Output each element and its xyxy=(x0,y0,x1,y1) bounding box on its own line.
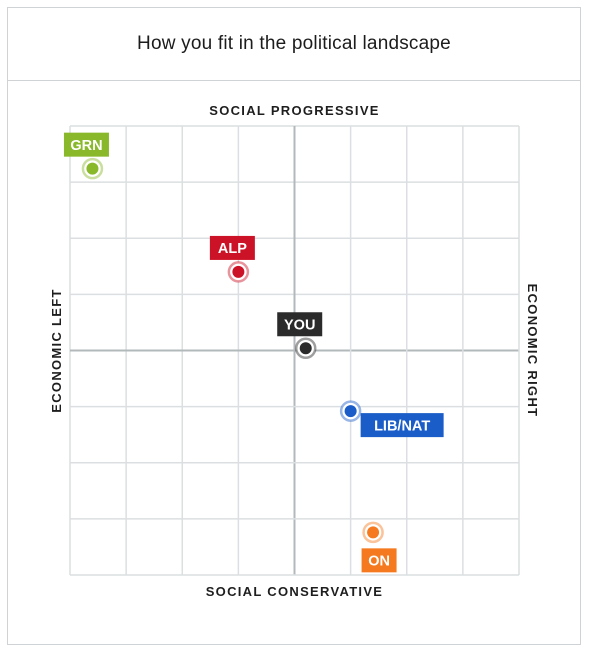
point-label: ON xyxy=(368,554,390,570)
point-lib-nat[interactable]: LIB/NAT xyxy=(339,400,444,438)
points: GRN ALP YOU LIB/NAT ON xyxy=(63,132,444,573)
point-badge xyxy=(360,413,444,438)
axis-label-left: ECONOMIC LEFT xyxy=(49,288,64,413)
point-label: YOU xyxy=(284,317,315,333)
point-badge xyxy=(63,132,109,157)
axis-label-top: SOCIAL PROGRESSIVE xyxy=(209,103,380,118)
point-marker xyxy=(299,342,312,355)
point-marker xyxy=(367,526,380,539)
axis-label-right: ECONOMIC RIGHT xyxy=(525,284,540,418)
point-marker xyxy=(232,265,245,278)
point-marker xyxy=(344,405,357,418)
point-badge xyxy=(361,548,397,573)
grid xyxy=(69,125,520,576)
point-label: ALP xyxy=(218,241,247,257)
chart-title: How you fit in the political landscape xyxy=(137,33,451,54)
axis-label-bottom: SOCIAL CONSERVATIVE xyxy=(206,584,384,599)
point-on[interactable]: ON xyxy=(361,521,397,573)
point-badge xyxy=(209,235,255,260)
point-you[interactable]: YOU xyxy=(277,312,323,360)
point-alp[interactable]: ALP xyxy=(209,235,255,283)
point-badge xyxy=(277,312,323,337)
card-header: How you fit in the political landscape xyxy=(8,8,580,81)
point-marker xyxy=(86,162,99,175)
point-grn[interactable]: GRN xyxy=(63,132,109,180)
point-label: LIB/NAT xyxy=(374,418,430,434)
point-label: GRN xyxy=(70,138,102,154)
